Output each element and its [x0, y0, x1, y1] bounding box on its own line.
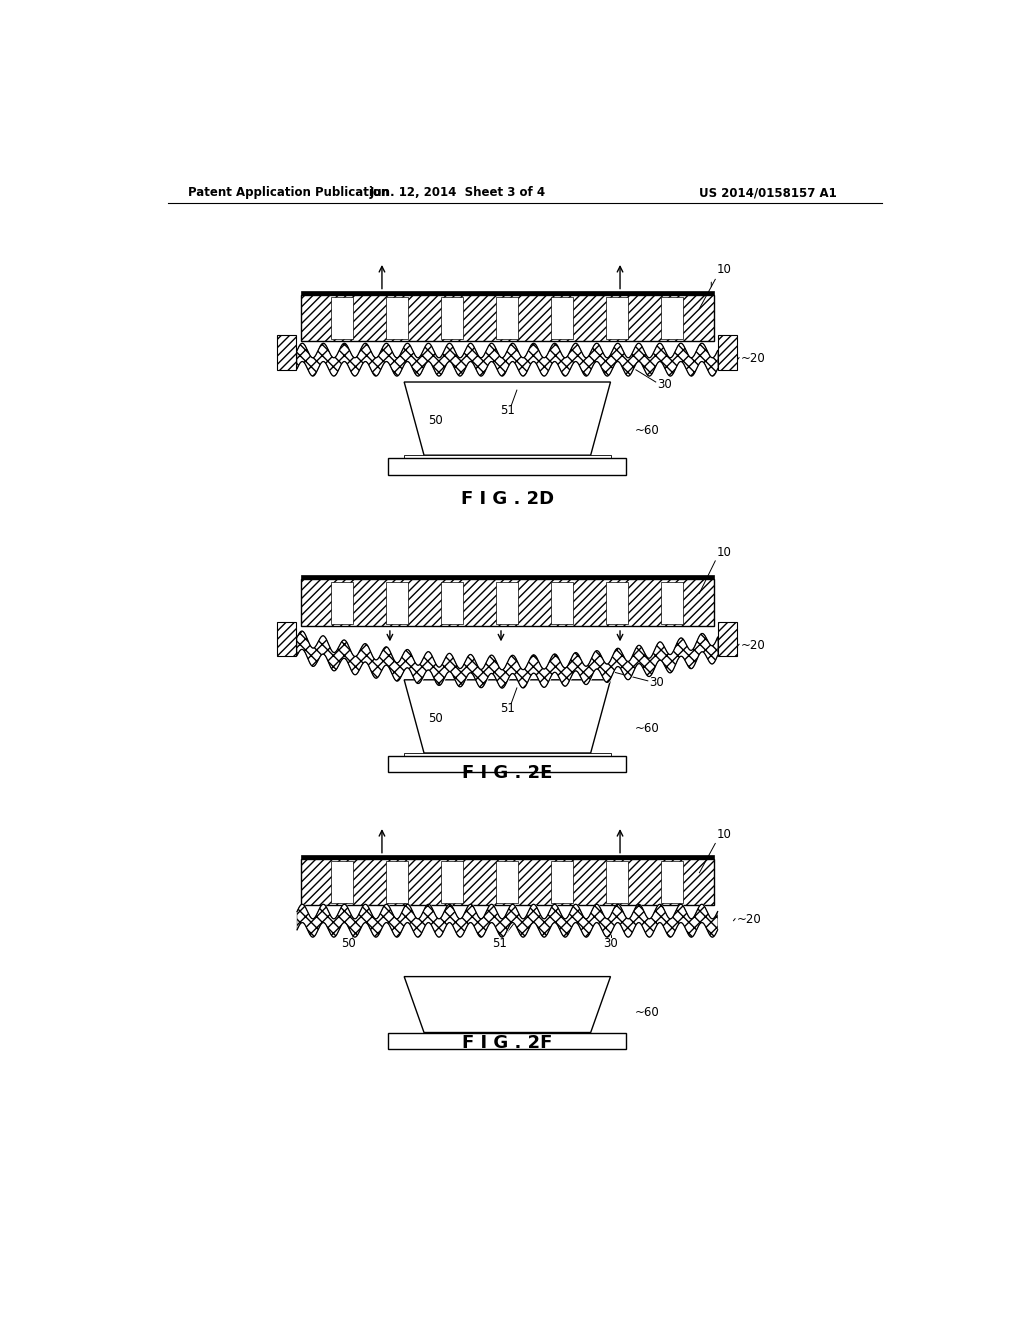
Text: ~60: ~60 [634, 722, 659, 735]
Bar [441, 582, 463, 623]
Bar [332, 582, 353, 623]
Text: 10: 10 [717, 546, 732, 558]
Text: F I G . 2F: F I G . 2F [462, 1034, 553, 1052]
Bar [301, 294, 714, 342]
Text: 30: 30 [657, 378, 672, 391]
Bar [551, 861, 573, 903]
Bar [332, 297, 353, 339]
Text: Patent Application Publication: Patent Application Publication [187, 186, 389, 199]
Bar [662, 861, 683, 903]
Bar [388, 458, 627, 474]
Text: 50: 50 [341, 937, 356, 949]
Text: ~20: ~20 [740, 639, 765, 652]
Bar [719, 335, 737, 370]
Polygon shape [404, 381, 610, 455]
Bar [388, 756, 627, 772]
Bar [386, 582, 409, 623]
Bar [388, 1032, 627, 1049]
Text: ~20: ~20 [740, 352, 765, 366]
Bar [404, 455, 610, 458]
Text: Jun. 12, 2014  Sheet 3 of 4: Jun. 12, 2014 Sheet 3 of 4 [370, 186, 546, 199]
Bar [278, 622, 296, 656]
Text: F I G . 2E: F I G . 2E [462, 764, 553, 783]
Text: 10: 10 [717, 829, 732, 841]
Bar [404, 752, 610, 756]
Text: ~60: ~60 [634, 424, 659, 437]
Polygon shape [297, 631, 718, 688]
Polygon shape [297, 904, 718, 937]
Bar [332, 861, 353, 903]
Bar [441, 861, 463, 903]
Bar [606, 582, 629, 623]
Bar [301, 290, 714, 294]
Text: 50: 50 [428, 414, 443, 428]
Bar [606, 297, 629, 339]
Text: 51: 51 [492, 937, 507, 949]
Bar [301, 854, 714, 859]
Bar [606, 861, 629, 903]
Text: 51: 51 [500, 702, 515, 714]
Bar [551, 582, 573, 623]
Bar [497, 861, 518, 903]
Bar [662, 297, 683, 339]
Text: 30: 30 [649, 676, 665, 689]
Text: F I G . 2D: F I G . 2D [461, 490, 554, 508]
Bar [301, 576, 714, 579]
Text: ~20: ~20 [736, 913, 762, 927]
Text: ~60: ~60 [634, 1006, 659, 1019]
Bar [551, 297, 573, 339]
Bar [441, 297, 463, 339]
Bar [386, 861, 409, 903]
Bar [301, 579, 714, 626]
Bar [278, 335, 296, 370]
Text: 10: 10 [717, 263, 732, 276]
Polygon shape [404, 977, 610, 1032]
Text: 30: 30 [603, 937, 617, 949]
Bar [497, 582, 518, 623]
Bar [662, 582, 683, 623]
Polygon shape [297, 343, 718, 376]
Bar [719, 622, 737, 656]
Text: US 2014/0158157 A1: US 2014/0158157 A1 [699, 186, 838, 199]
Bar [497, 297, 518, 339]
Text: 50: 50 [428, 711, 443, 725]
Bar [301, 859, 714, 906]
Polygon shape [404, 680, 610, 752]
Bar [386, 297, 409, 339]
Text: 51: 51 [500, 404, 515, 417]
